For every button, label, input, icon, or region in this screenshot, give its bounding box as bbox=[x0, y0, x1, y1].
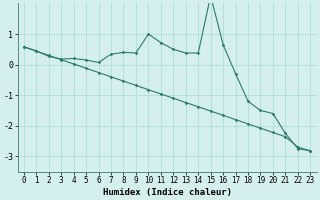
X-axis label: Humidex (Indice chaleur): Humidex (Indice chaleur) bbox=[103, 188, 232, 197]
